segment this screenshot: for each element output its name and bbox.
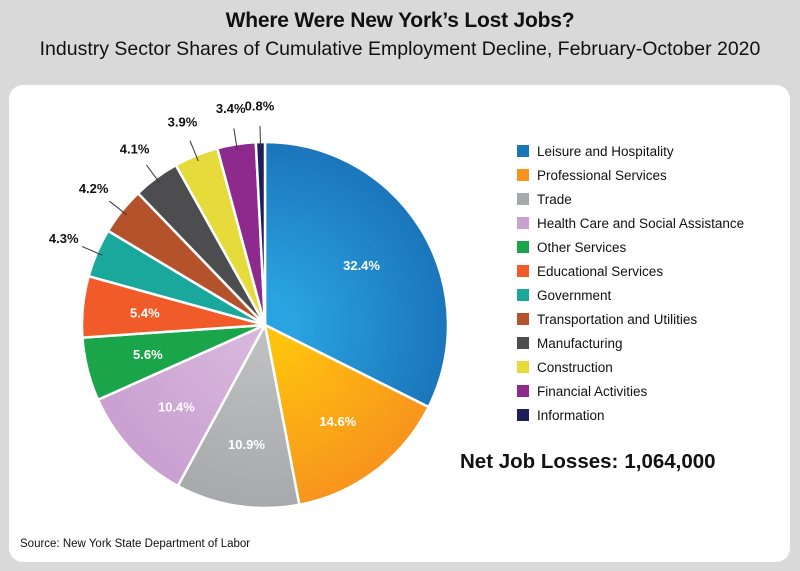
data-label-trade: 10.9% — [228, 437, 265, 452]
legend-label: Financial Activities — [537, 383, 648, 399]
legend-label: Other Services — [537, 239, 627, 255]
legend-label: Government — [537, 287, 612, 303]
legend-item-manufacturing: Manufacturing — [517, 331, 744, 355]
data-label-government: 4.3% — [49, 231, 79, 246]
legend-item-government: Government — [517, 283, 744, 307]
chart-title: Where Were New York’s Lost Jobs? — [225, 9, 575, 32]
pie-slice-trade — [176, 323, 301, 510]
legend-swatch — [517, 169, 529, 181]
legend-label: Transportation and Utilities — [537, 311, 698, 327]
data-label-leisure-and-hospitality: 32.4% — [343, 258, 380, 273]
legend-label: Trade — [537, 191, 572, 207]
leader-line-financial-activities — [233, 128, 238, 151]
net-job-losses-value: 1,064,000 — [624, 450, 716, 473]
legend-label: Manufacturing — [537, 335, 623, 351]
leader-line-information — [259, 126, 262, 149]
legend-item-educational-services: Educational Services — [517, 259, 744, 283]
legend-label: Leisure and Hospitality — [537, 143, 674, 159]
title-block: Where Were New York’s Lost Jobs? Industr… — [0, 8, 800, 62]
legend-swatch — [517, 337, 529, 349]
legend-swatch — [517, 289, 529, 301]
legend-item-financial-activities: Financial Activities — [517, 379, 744, 403]
data-label-financial-activities: 3.4% — [216, 101, 246, 116]
data-label-manufacturing: 4.1% — [120, 142, 150, 157]
legend-item-transportation-and-utilities: Transportation and Utilities — [517, 307, 744, 331]
net-job-losses: Net Job Losses: 1,064,000 — [460, 450, 716, 474]
data-label-information: 0.8% — [245, 99, 275, 114]
data-label-health-care-and-social-assistance: 10.4% — [158, 400, 195, 415]
legend-item-health-care-and-social-assistance: Health Care and Social Assistance — [517, 211, 744, 235]
leader-lines — [81, 126, 262, 256]
legend-label: Health Care and Social Assistance — [537, 215, 745, 231]
legend-swatch — [517, 241, 529, 253]
chart-subtitle: Industry Sector Shares of Cumulative Emp… — [39, 38, 761, 60]
leader-line-transportation-and-utilities — [108, 200, 127, 216]
legend-swatch — [517, 409, 529, 421]
legend-item-other-services: Other Services — [517, 235, 744, 259]
legend-label: Construction — [537, 359, 613, 375]
legend-item-professional-services: Professional Services — [517, 163, 744, 187]
net-job-losses-label: Net Job Losses: — [460, 450, 619, 473]
pie-slices — [80, 140, 450, 510]
legend-swatch — [517, 265, 529, 277]
legend-item-construction: Construction — [517, 355, 744, 379]
legend-swatch — [517, 313, 529, 325]
leader-line-construction — [189, 140, 199, 162]
legend-swatch — [517, 361, 529, 373]
data-label-educational-services: 5.4% — [130, 305, 160, 320]
legend-swatch — [517, 193, 529, 205]
legend-label: Information — [537, 407, 605, 423]
pie-data-labels: 32.4% 14.6% 10.9% 10.4% 5.6% 5.4% 4.3% 4.2% 4.1%… — [49, 99, 380, 452]
legend-label: Professional Services — [537, 167, 667, 183]
leader-line-government — [81, 246, 103, 256]
legend-item-leisure-and-hospitality: Leisure and Hospitality — [517, 139, 744, 163]
legend-swatch — [517, 145, 529, 157]
pie-slice-leisure-and-hospitality — [263, 140, 450, 409]
legend-item-information: Information — [517, 403, 744, 427]
leader-line-manufacturing — [146, 164, 161, 184]
data-label-construction: 3.9% — [168, 115, 198, 130]
pie-slice-professional-services — [263, 323, 430, 507]
legend-item-trade: Trade — [517, 187, 744, 211]
source-note: Source: New York State Department of Lab… — [20, 538, 251, 550]
pie-slice-health-care-and-social-assistance — [96, 323, 267, 488]
data-label-transportation-and-utilities: 4.2% — [79, 181, 109, 196]
chart-legend: Leisure and Hospitality Professional Serv… — [517, 139, 744, 427]
legend-label: Educational Services — [537, 263, 664, 279]
legend-swatch — [517, 385, 529, 397]
data-label-other-services: 5.6% — [133, 347, 163, 362]
data-label-professional-services: 14.6% — [319, 414, 356, 429]
legend-swatch — [517, 217, 529, 229]
